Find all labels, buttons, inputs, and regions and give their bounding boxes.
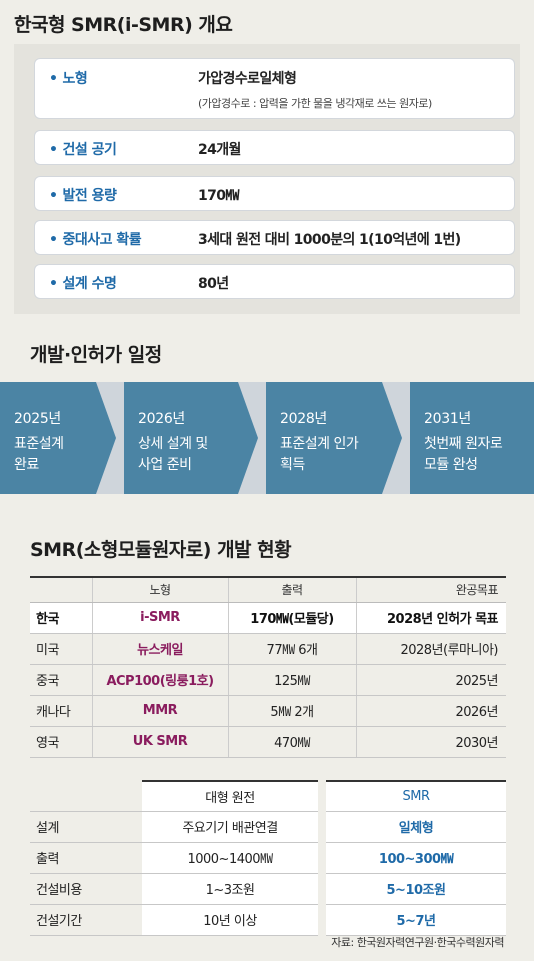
column-gap	[318, 904, 326, 935]
schedule-step: 2025년 표준설계 완료	[0, 382, 120, 494]
overview-value: 3세대 원전 대비 1000분의 1(10억년에 1번)	[198, 232, 461, 248]
step-year: 2026년	[138, 411, 186, 427]
schedule-title: 개발·인허가 일정	[30, 344, 162, 366]
overview-box: • 노형 가압경수로일체형 (가압경수로 : 압력을 가한 물을 냉각재로 쓰는 …	[14, 44, 520, 314]
table-row: 캐나다 MMR 5㎿ 2개 2026년	[30, 695, 506, 727]
schedule-step: 2026년 상세 설계 및 사업 준비	[124, 382, 264, 494]
overview-value: 24개월	[198, 142, 241, 158]
arrow-shape	[266, 382, 402, 494]
step-year: 2031년	[424, 411, 472, 427]
large-plant-cell: 1~3조원	[142, 873, 318, 905]
target-cell: 2028년 인허가 목표	[356, 602, 506, 634]
table-row: 출력 1000~1400㎿ 100~300㎿	[30, 842, 506, 874]
column-gap	[318, 781, 326, 811]
overview-label: • 노형	[49, 71, 88, 87]
overview-label: • 중대사고 확률	[49, 232, 142, 248]
overview-label: • 설계 수명	[49, 276, 117, 292]
step-year: 2028년	[280, 411, 328, 427]
table-row: 미국 뉴스케일 77㎿ 6개 2028년(루마니아)	[30, 633, 506, 665]
step-text: 표준설계 인가 획득	[280, 436, 359, 473]
schedule-step: 2031년 첫번째 원자로 모듈 완성	[410, 382, 534, 494]
table-row: 건설기간 10년 이상 5~7년	[30, 904, 506, 936]
type-cell: 뉴스케일	[92, 633, 229, 665]
country-cell: 캐나다	[30, 695, 93, 727]
type-cell: i-SMR	[92, 602, 229, 634]
column-gap	[318, 873, 326, 904]
schedule-step: 2028년 표준설계 인가 획득	[266, 382, 408, 494]
output-cell: 125㎿	[228, 664, 357, 696]
comparison-table: 대형 원전 SMR 설계 주요기기 배관연결 일체형 출력 1000~1400㎿…	[30, 780, 506, 936]
overview-row-capacity: • 발전 용량 170㎿	[34, 176, 515, 211]
column-header	[30, 576, 93, 603]
table-row: 설계 주요기기 배관연결 일체형	[30, 811, 506, 843]
row-label: 건설비용	[30, 873, 142, 905]
table-header-row: 노형 출력 완공목표	[30, 576, 506, 603]
type-cell: UK SMR	[92, 726, 229, 758]
smr-header: SMR	[326, 780, 506, 812]
row-label	[30, 781, 142, 812]
overview-title: 한국형 SMR(i-SMR) 개요	[14, 14, 233, 36]
table-row: 한국 i-SMR 170㎿(모듈당) 2028년 인허가 목표	[30, 602, 506, 634]
target-cell: 2026년	[356, 695, 506, 727]
row-label: 설계	[30, 811, 142, 843]
row-label: 출력	[30, 842, 142, 874]
output-cell: 170㎿(모듈당)	[228, 602, 357, 634]
column-header: 노형	[92, 576, 229, 603]
table-row: 중국 ACP100(링룽1호) 125㎿ 2025년	[30, 664, 506, 696]
large-plant-cell: 10년 이상	[142, 904, 318, 936]
country-cell: 한국	[30, 602, 93, 634]
arrow-shape	[0, 382, 116, 494]
overview-row-lifetime: • 설계 수명 80년	[34, 264, 515, 299]
table-header-row: 대형 원전 SMR	[30, 780, 506, 812]
smr-cell: 일체형	[326, 811, 506, 843]
row-label: 건설기간	[30, 904, 142, 936]
table-row: 건설비용 1~3조원 5~10조원	[30, 873, 506, 905]
smr-cell: 5~7년	[326, 904, 506, 936]
output-cell: 470㎿	[228, 726, 357, 758]
output-cell: 77㎿ 6개	[228, 633, 357, 665]
arrow-shape	[410, 382, 534, 494]
large-plant-cell: 주요기기 배관연결	[142, 811, 318, 843]
country-cell: 중국	[30, 664, 93, 696]
overview-label: • 발전 용량	[49, 188, 117, 204]
step-text: 표준설계 완료	[14, 436, 64, 473]
target-cell: 2025년	[356, 664, 506, 696]
smr-status-title: SMR(소형모듈원자로) 개발 현황	[30, 539, 292, 561]
overview-value: 170㎿	[198, 188, 239, 204]
output-cell: 5㎿ 2개	[228, 695, 357, 727]
smr-status-table: 노형 출력 완공목표 한국 i-SMR 170㎿(모듈당) 2028년 인허가 …	[30, 576, 506, 758]
country-cell: 미국	[30, 633, 93, 665]
target-cell: 2030년	[356, 726, 506, 758]
overview-row-period: • 건설 공기 24개월	[34, 130, 515, 165]
type-cell: ACP100(링룽1호)	[92, 664, 229, 696]
country-cell: 영국	[30, 726, 93, 758]
smr-cell: 5~10조원	[326, 873, 506, 905]
step-text: 상세 설계 및 사업 준비	[138, 436, 208, 473]
overview-value: 가압경수로일체형	[198, 71, 297, 87]
large-plant-header: 대형 원전	[142, 780, 318, 812]
overview-note: (가압경수로 : 압력을 가한 물을 냉각재로 쓰는 원자로)	[198, 97, 432, 110]
column-gap	[318, 842, 326, 873]
arrow-shape	[124, 382, 258, 494]
overview-value: 80년	[198, 276, 229, 292]
target-cell: 2028년(루마니아)	[356, 633, 506, 665]
overview-row-type: • 노형 가압경수로일체형 (가압경수로 : 압력을 가한 물을 냉각재로 쓰는 …	[34, 58, 515, 119]
table-row: 영국 UK SMR 470㎿ 2030년	[30, 726, 506, 758]
large-plant-cell: 1000~1400㎿	[142, 842, 318, 874]
source-note: 자료: 한국원자력연구원·한국수력원자력	[331, 936, 504, 949]
overview-label: • 건설 공기	[49, 142, 117, 158]
column-header: 출력	[228, 576, 357, 603]
column-header: 완공목표	[356, 576, 506, 603]
overview-row-accident: • 중대사고 확률 3세대 원전 대비 1000분의 1(10억년에 1번)	[34, 220, 515, 255]
type-cell: MMR	[92, 695, 229, 727]
column-gap	[318, 811, 326, 842]
step-text: 첫번째 원자로 모듈 완성	[424, 436, 503, 473]
smr-cell: 100~300㎿	[326, 842, 506, 874]
step-year: 2025년	[14, 411, 62, 427]
